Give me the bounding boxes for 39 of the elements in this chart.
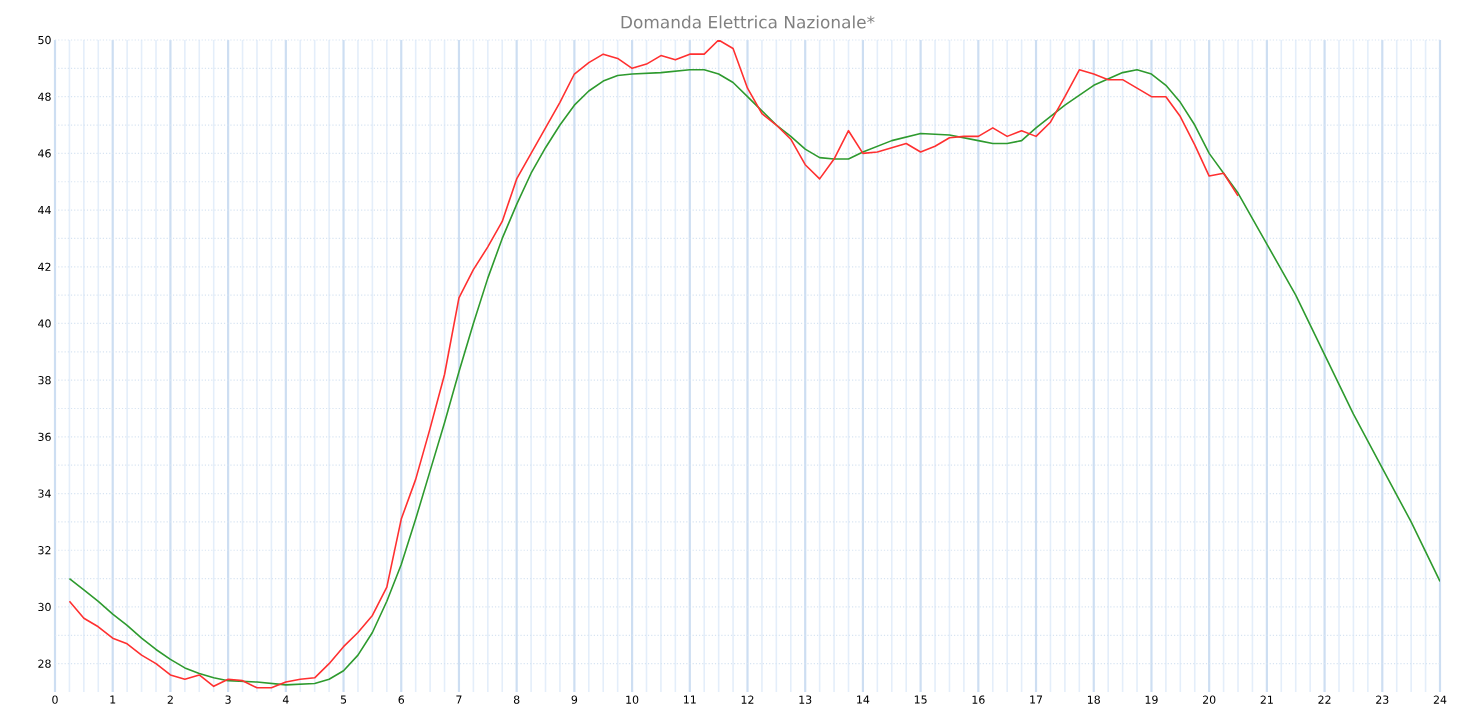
x-tick-label: 19 xyxy=(1145,695,1158,704)
x-tick-label: 3 xyxy=(225,695,231,704)
y-tick-label: 36 xyxy=(38,432,51,442)
chart-title: Domanda Elettrica Nazionale* xyxy=(621,15,875,29)
x-tick-label: 23 xyxy=(1376,695,1389,704)
y-tick-label: 48 xyxy=(38,92,51,101)
x-tick-label: 5 xyxy=(340,695,347,704)
y-tick-label: 46 xyxy=(38,149,51,158)
x-tick-label: 17 xyxy=(1030,695,1043,704)
x-tick-label: 9 xyxy=(571,695,578,704)
x-tick-label: 20 xyxy=(1202,695,1216,704)
y-tick-label: 34 xyxy=(38,489,51,498)
x-tick-label: 24 xyxy=(1433,695,1447,704)
x-tick-label: 16 xyxy=(972,695,985,704)
x-tick-label: 15 xyxy=(914,695,927,704)
y-tick-label: 38 xyxy=(38,376,51,385)
x-tick-label: 21 xyxy=(1260,695,1273,704)
x-tick-label: 22 xyxy=(1318,695,1331,704)
y-tick-label: 30 xyxy=(38,602,51,612)
x-tick-label: 12 xyxy=(741,695,754,704)
x-tick-label: 4 xyxy=(282,695,289,704)
y-tick-label: 50 xyxy=(38,35,51,45)
y-tick-label: 32 xyxy=(38,546,51,555)
x-tick-label: 14 xyxy=(857,695,870,704)
x-tick-label: 18 xyxy=(1087,695,1100,704)
x-tick-label: 7 xyxy=(456,695,462,704)
x-tick-label: 11 xyxy=(684,695,696,704)
y-tick-label: 40 xyxy=(38,319,51,328)
y-tick-label: 42 xyxy=(38,262,51,271)
line-series xyxy=(68,68,1440,686)
y-tick-label: 44 xyxy=(38,206,51,215)
x-tick-label: 6 xyxy=(398,695,405,704)
x-tick-label: 10 xyxy=(626,695,639,704)
x-tick-label: 2 xyxy=(167,695,173,704)
x-tick-label: 1 xyxy=(110,695,116,704)
x-tick-label: 0 xyxy=(52,695,58,704)
x-tick-label: 8 xyxy=(513,695,520,704)
x-tick-label: 13 xyxy=(799,695,812,704)
y-tick-label: 28 xyxy=(38,659,51,668)
